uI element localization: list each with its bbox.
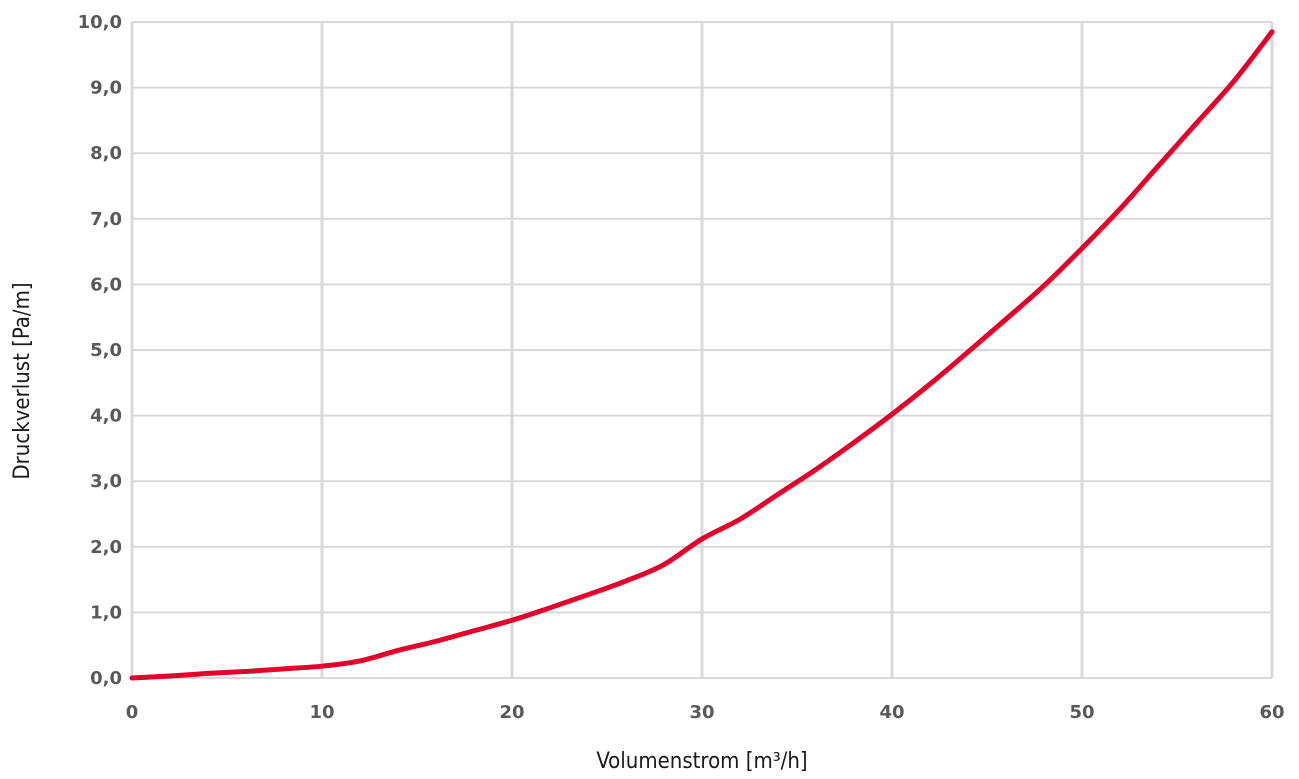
y-tick-label: 0,0 bbox=[90, 668, 122, 689]
y-axis-title: Druckverlust [Pa/m] bbox=[10, 282, 35, 479]
y-tick-label: 8,0 bbox=[90, 143, 122, 164]
x-tick-label: 30 bbox=[689, 702, 714, 723]
y-tick-label: 1,0 bbox=[90, 602, 122, 623]
y-tick-label: 10,0 bbox=[78, 12, 122, 33]
y-tick-label: 6,0 bbox=[90, 274, 122, 295]
x-axis-title: Volumenstrom [m³/h] bbox=[596, 749, 807, 774]
y-tick-label: 9,0 bbox=[90, 78, 122, 99]
x-tick-label: 20 bbox=[499, 702, 524, 723]
y-tick-label: 5,0 bbox=[90, 340, 122, 361]
tick-label-layer: 0 10 20 30 40 50 60 0,0 1,0 2,0 3,0 4,0 5,0 6,0 7,0 8,0… bbox=[78, 12, 1285, 723]
x-tick-label: 50 bbox=[1069, 702, 1094, 723]
x-tick-label: 10 bbox=[309, 702, 334, 723]
series-line bbox=[129, 29, 1275, 681]
y-tick-label: 2,0 bbox=[90, 537, 122, 558]
y-tick-label: 4,0 bbox=[90, 406, 122, 427]
x-tick-label: 60 bbox=[1259, 702, 1284, 723]
x-tick-label: 0 bbox=[126, 702, 139, 723]
y-tick-label: 7,0 bbox=[90, 209, 122, 230]
series-layer bbox=[129, 29, 1275, 681]
x-tick-label: 40 bbox=[879, 702, 904, 723]
y-tick-label: 3,0 bbox=[90, 471, 122, 492]
grid-layer bbox=[130, 21, 1274, 679]
